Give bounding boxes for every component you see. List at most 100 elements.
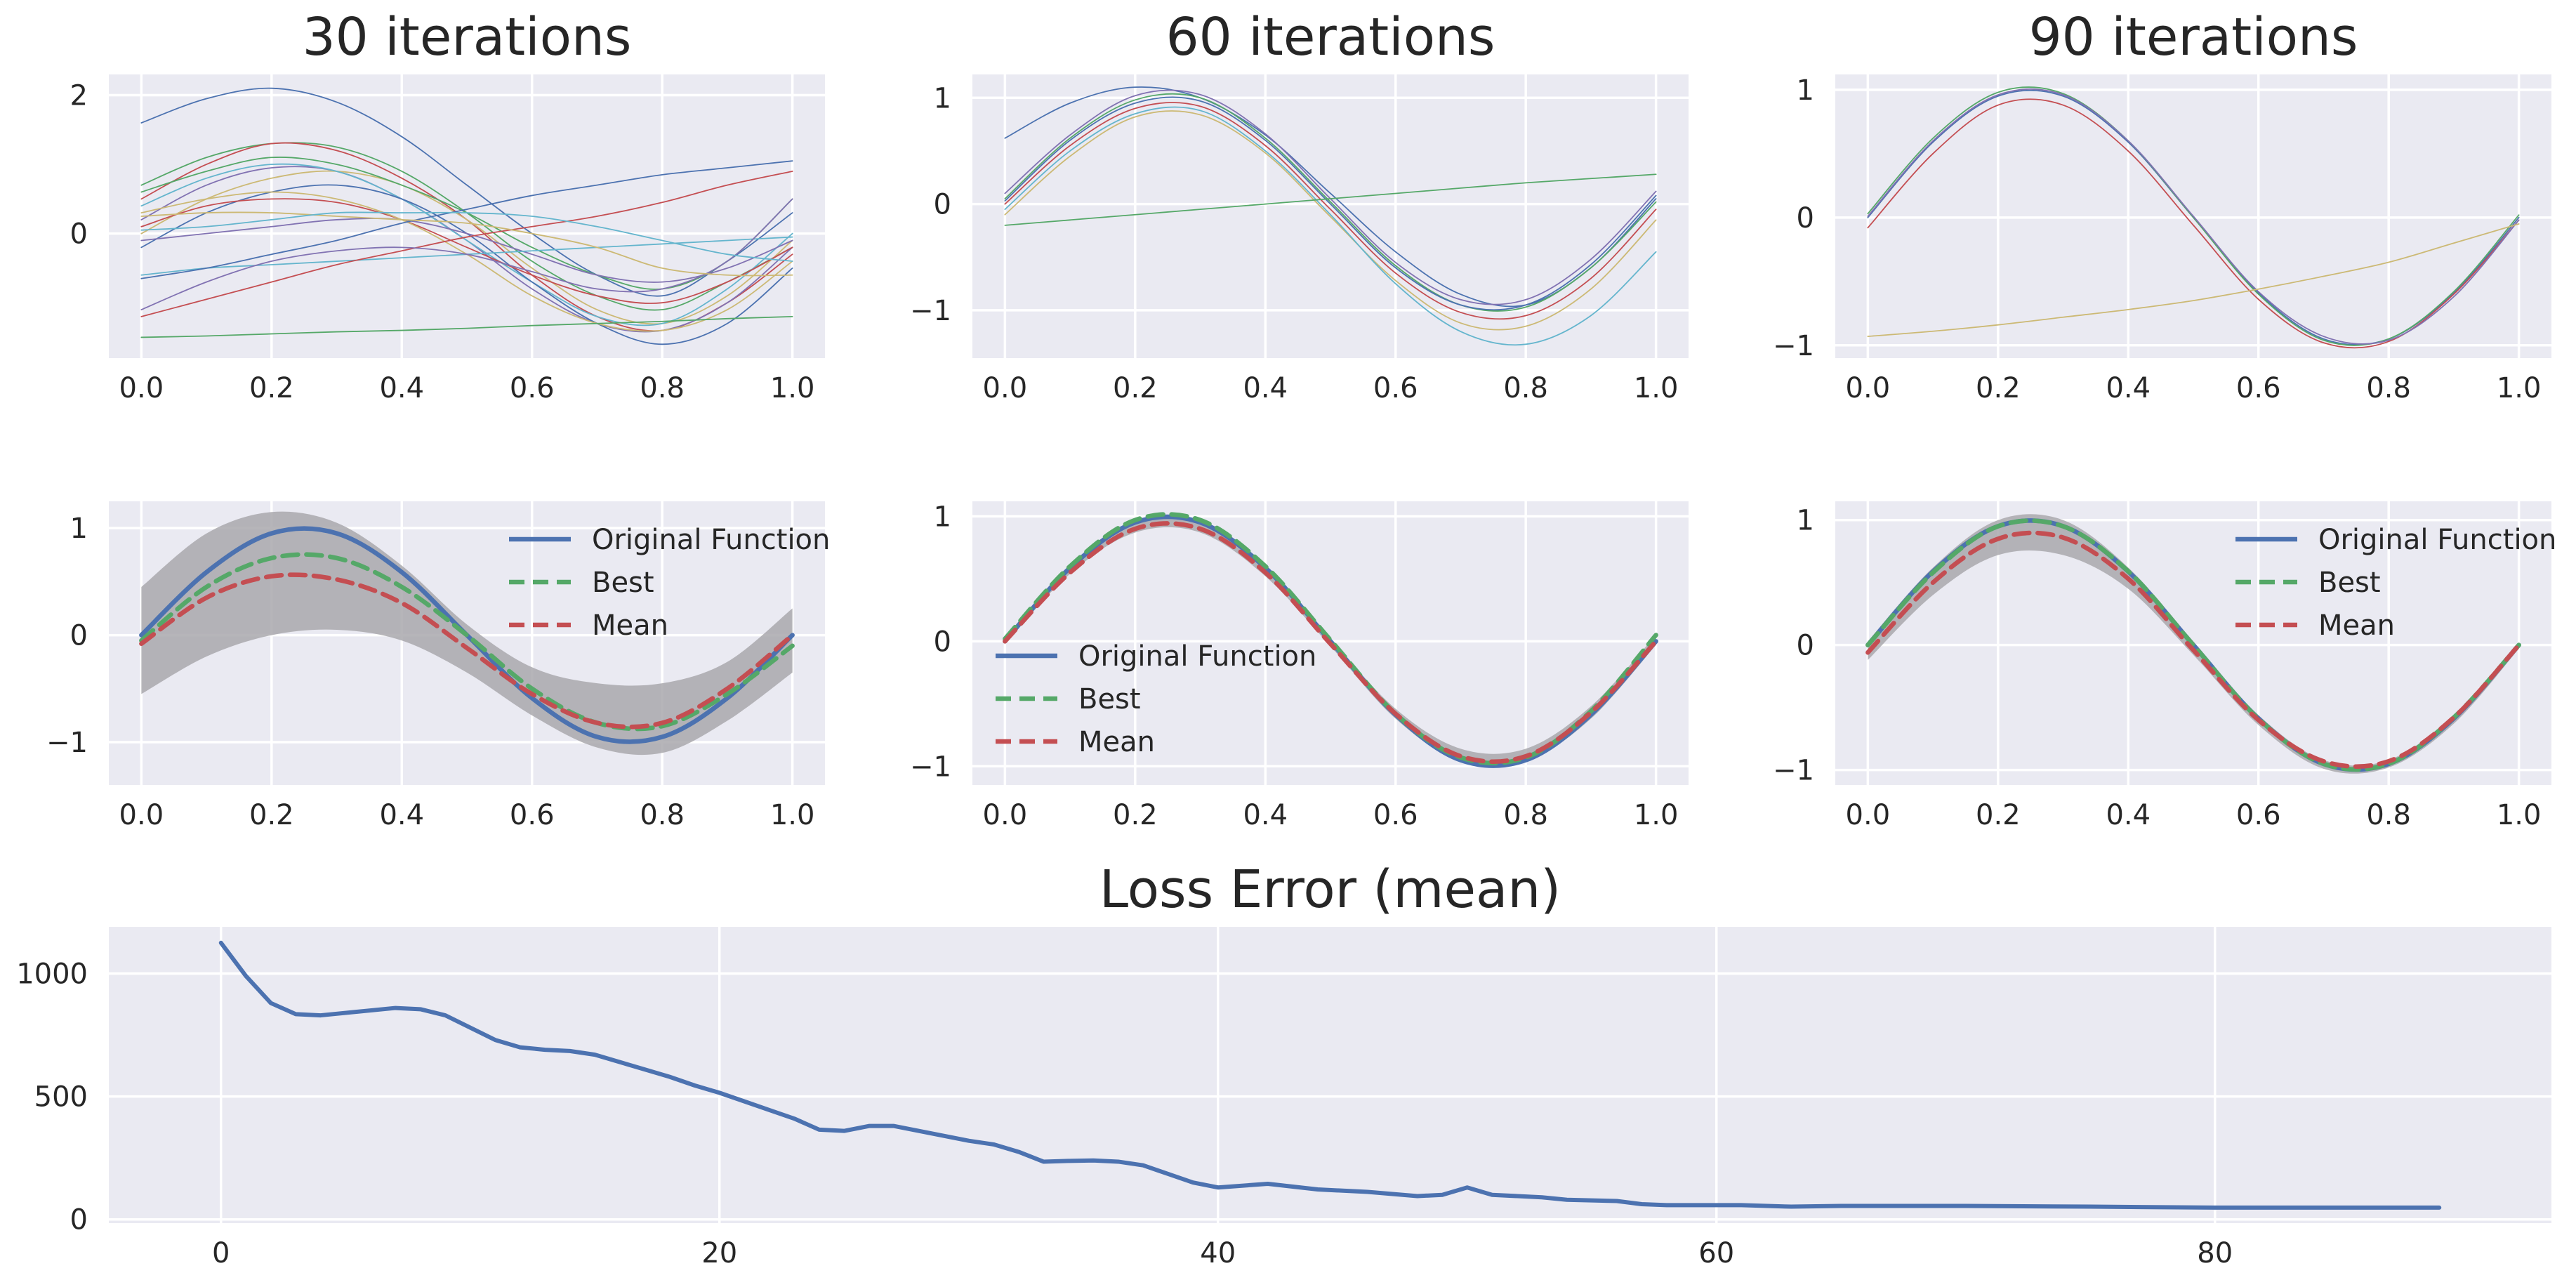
x-tick-label: 0.6 [2236,799,2281,831]
x-tick-labels: 0.0 0.2 0.4 0.6 0.8 1.0 [1846,372,2542,404]
legend: Original Function Best Mean [2235,524,2556,642]
x-tick-label: 0.8 [1503,799,1548,831]
legend-label: Mean [592,609,668,642]
series-line-0 [218,940,2442,1210]
chart-title: Loss Error (mean) [1099,859,1561,920]
legend: Original Function Best Mean [509,524,830,642]
x-tick-label: 0.2 [1976,372,2021,404]
x-tick-label: 0.8 [1503,372,1548,404]
y-tick-label: 2 [70,80,88,112]
plot-area [109,74,825,358]
legend: Original Function Best Mean [996,640,1316,758]
x-tick-label: 0.4 [379,372,424,404]
x-tick-label: 0.2 [1113,799,1158,831]
chart-summary90: 0.0 0.2 0.4 0.6 0.8 1.0 −1 0 1 Original Function B… [1773,501,2556,831]
series-line-mean [1865,530,2521,769]
y-tick-labels: −1 0 1 [1773,74,1814,362]
legend-label: Mean [2318,609,2395,642]
legend-label: Original Function [1078,640,1316,673]
y-tick-label: 1 [70,513,88,545]
x-tick-labels: 0.0 0.2 0.4 0.6 0.8 1.0 [983,799,1679,831]
y-tick-label: 0 [934,189,951,221]
x-tick-label: 0.0 [119,372,164,404]
x-tick-label: 0.2 [1113,372,1158,404]
x-tick-label: 0.4 [1243,372,1288,404]
x-tick-label: 0.4 [379,799,424,831]
y-tick-labels: −1 0 1 [910,82,951,327]
x-tick-labels: 0.0 0.2 0.4 0.6 0.8 1.0 [119,799,815,831]
series-line-9 [140,218,793,283]
x-tick-labels: 0.0 0.2 0.4 0.6 0.8 1.0 [119,372,815,404]
series-line-5 [1004,106,1657,346]
legend-label: Best [1078,683,1141,715]
x-tick-label: 0.0 [1846,799,1891,831]
plot-content [1004,86,1657,346]
legend-label: Best [2318,567,2381,599]
y-tick-labels: 02 [70,80,88,251]
series-line-1 [1004,93,1657,312]
x-tick-label: 0.4 [2106,372,2151,404]
y-tick-label: 1 [934,501,951,533]
x-tick-label: 0.2 [1976,799,2021,831]
y-tick-label: 0 [1797,630,1814,662]
y-tick-label: 1 [1797,505,1814,537]
chart-pop90: 0.0 0.2 0.4 0.6 0.8 1.0 −1 0 1 90 iterations [1773,7,2551,404]
chart-loss: 0 20 40 60 80 0 500 1000 Loss Error (mean) [16,859,2551,1269]
y-tick-label: 1 [934,82,951,114]
x-tick-label: 0.8 [2366,799,2411,831]
x-tick-label: 1.0 [770,799,815,831]
y-tick-label: 1000 [16,958,88,991]
x-tick-label: 0.4 [2106,799,2151,831]
x-tick-label: 0.0 [983,372,1028,404]
y-tick-label: 0 [1797,202,1814,235]
x-tick-label: 0.8 [2366,372,2411,404]
plot-content [140,87,793,345]
plot-area [109,927,2551,1223]
y-tick-label: −1 [910,751,951,783]
series-line-4 [1867,223,2520,337]
legend-label: Best [592,567,654,599]
x-tick-label: 0.2 [249,799,294,831]
series-line-7 [1004,173,1657,226]
legend-label: Original Function [2318,524,2556,556]
y-tick-label: 500 [34,1081,88,1114]
y-tick-label: 0 [70,218,88,251]
series-line-2 [1004,102,1657,320]
x-tick-label: 1.0 [1634,372,1679,404]
x-tick-label: 0.2 [249,372,294,404]
gridlines [109,927,2551,1223]
y-tick-label: 0 [70,1204,88,1236]
chart-title: 90 iterations [2029,7,2358,67]
series-line-5 [140,163,793,326]
y-tick-labels: −1 0 1 [910,501,951,783]
series-line-15 [140,198,793,310]
x-tick-label: 80 [2197,1237,2233,1269]
x-tick-label: 0.8 [640,799,685,831]
legend-label: Mean [1078,726,1155,758]
x-tick-label: 1.0 [1634,799,1679,831]
series-line-mean [139,572,795,730]
plot-content [1865,514,2521,774]
series-line-best [139,552,795,732]
x-tick-label: 0.4 [1243,799,1288,831]
y-tick-label: −1 [910,295,951,327]
x-tick-label: 0 [212,1237,230,1269]
chart-title: 30 iterations [303,7,632,67]
x-tick-label: 1.0 [770,372,815,404]
x-tick-label: 0.6 [510,799,555,831]
x-tick-labels: 0.0 0.2 0.4 0.6 0.8 1.0 [983,372,1679,404]
x-tick-label: 40 [1200,1237,1236,1269]
x-tick-label: 1.0 [2497,372,2542,404]
series-line-4 [1004,110,1657,331]
plot-content [1867,86,2520,349]
series-line-13 [140,315,793,338]
chart-summary30: 0.0 0.2 0.4 0.6 0.8 1.0 −1 0 1 Original Function B… [46,501,830,831]
x-tick-label: 0.0 [1846,372,1891,404]
series-line-16 [140,211,793,277]
chart-pop60: 0.0 0.2 0.4 0.6 0.8 1.0 −1 0 1 60 iterations [910,7,1689,404]
y-tick-label: 0 [70,620,88,652]
x-tick-labels: 0 20 40 60 80 [212,1237,2233,1269]
x-tick-label: 0.6 [510,372,555,404]
